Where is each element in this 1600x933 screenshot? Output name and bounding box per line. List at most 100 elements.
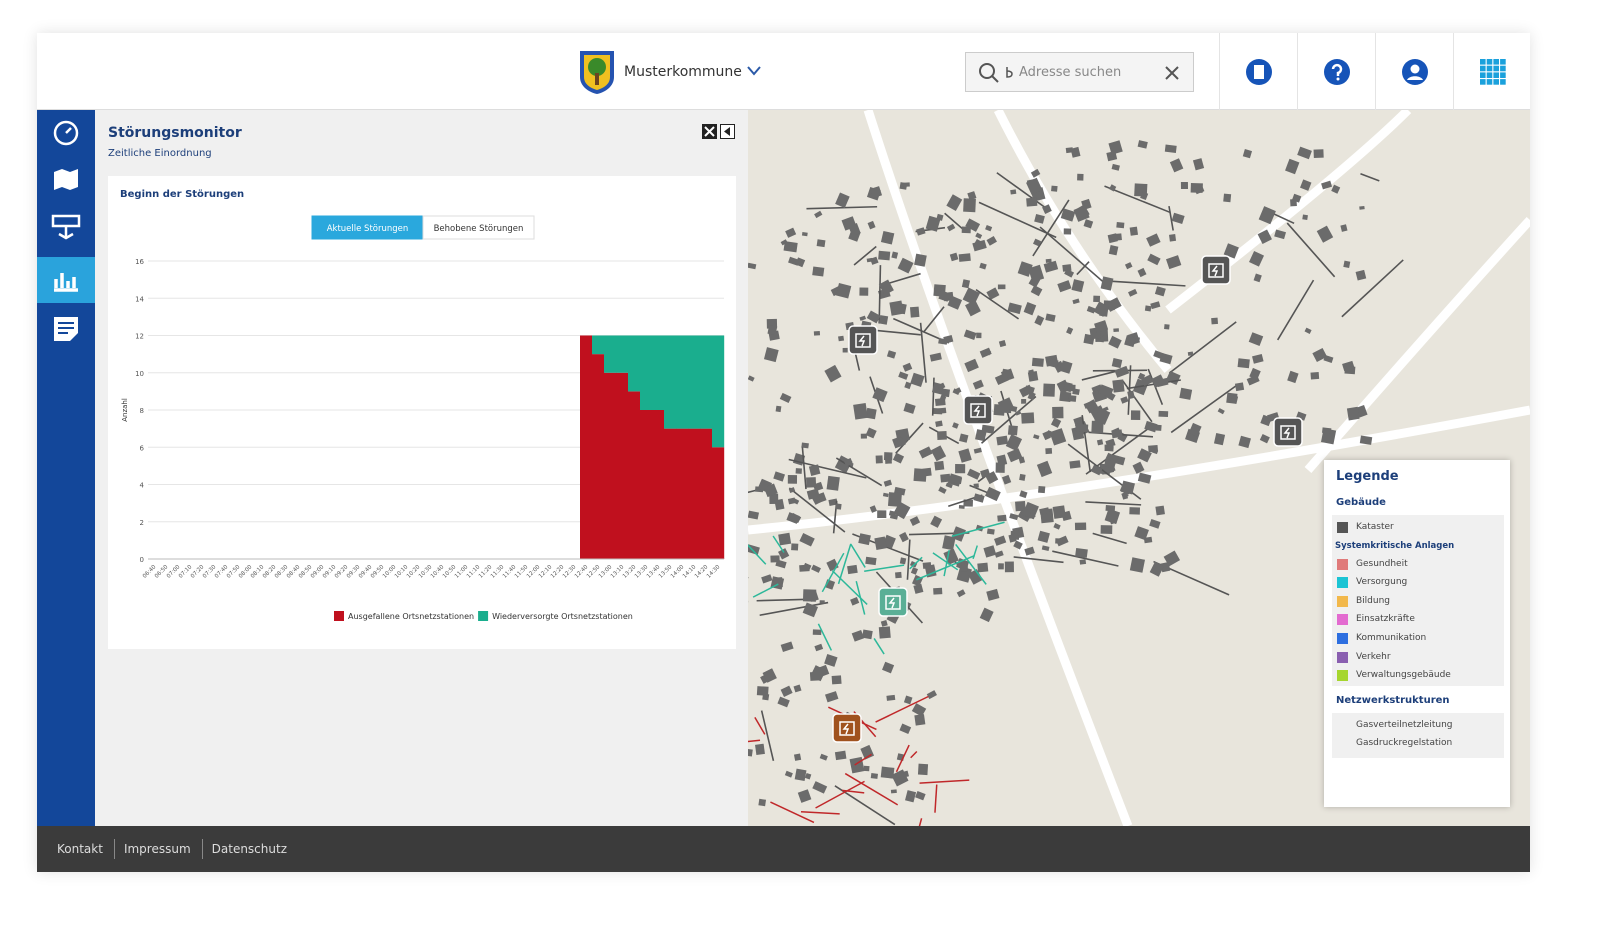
building bbox=[780, 685, 793, 697]
building bbox=[1234, 382, 1245, 392]
help-button[interactable] bbox=[1297, 33, 1375, 110]
building bbox=[835, 192, 850, 209]
building bbox=[773, 471, 786, 482]
document-button[interactable] bbox=[1219, 33, 1297, 110]
building bbox=[955, 464, 966, 474]
building bbox=[1071, 279, 1085, 293]
outage-line bbox=[748, 739, 761, 743]
building bbox=[1147, 253, 1161, 266]
building bbox=[762, 668, 777, 683]
building bbox=[1059, 391, 1072, 403]
building bbox=[904, 381, 912, 390]
building bbox=[994, 550, 1004, 558]
street bbox=[923, 306, 945, 333]
station-marker[interactable] bbox=[963, 395, 993, 425]
y-tick-label: 12 bbox=[135, 333, 144, 341]
building bbox=[1155, 505, 1165, 516]
building bbox=[880, 230, 895, 245]
building bbox=[1072, 298, 1080, 305]
building bbox=[1075, 423, 1089, 433]
station-marker[interactable] bbox=[832, 713, 862, 743]
building bbox=[1104, 508, 1121, 525]
footer-link[interactable]: Kontakt bbox=[57, 842, 103, 856]
legend-title[interactable]: Legende bbox=[1336, 469, 1399, 484]
building bbox=[1124, 262, 1133, 270]
street bbox=[1127, 365, 1132, 415]
dropdown-icon[interactable] bbox=[747, 66, 761, 76]
building bbox=[905, 790, 917, 803]
outage-line bbox=[875, 695, 929, 723]
building bbox=[825, 691, 839, 703]
building bbox=[1031, 357, 1044, 367]
building bbox=[965, 218, 981, 232]
building bbox=[812, 495, 821, 505]
user-button[interactable] bbox=[1375, 33, 1453, 110]
building bbox=[1359, 205, 1365, 210]
building bbox=[1052, 505, 1066, 519]
building bbox=[791, 543, 799, 551]
tab-label[interactable]: Aktuelle Störungen bbox=[327, 224, 409, 234]
building bbox=[975, 232, 983, 239]
legend-label: Wiederversorgte Ortsnetzstationen bbox=[492, 612, 633, 621]
dashboard-icon[interactable] bbox=[53, 120, 79, 146]
apps-button[interactable] bbox=[1453, 33, 1531, 110]
building bbox=[1049, 428, 1067, 446]
legend-swatch bbox=[1337, 522, 1348, 533]
station-marker[interactable] bbox=[1201, 255, 1231, 285]
station-marker[interactable] bbox=[1273, 417, 1303, 447]
building bbox=[938, 486, 947, 494]
building bbox=[945, 482, 953, 489]
y-tick-label: 0 bbox=[140, 556, 144, 564]
footer-link[interactable]: Datenschutz bbox=[211, 842, 287, 856]
building bbox=[865, 427, 877, 439]
gas-line bbox=[955, 544, 987, 585]
building bbox=[811, 564, 821, 573]
building bbox=[895, 571, 902, 579]
station-marker[interactable] bbox=[878, 587, 908, 617]
building bbox=[843, 458, 853, 467]
gas-line bbox=[752, 583, 779, 598]
building bbox=[1108, 140, 1123, 155]
building bbox=[1060, 208, 1076, 222]
x-tick-label: 14:30 bbox=[706, 564, 722, 580]
building bbox=[1223, 193, 1232, 203]
building bbox=[998, 340, 1007, 348]
bar bbox=[640, 410, 653, 559]
tab-label[interactable]: Behobene Störungen bbox=[434, 224, 524, 234]
building bbox=[1105, 505, 1116, 512]
tab[interactable] bbox=[422, 215, 535, 240]
search-box[interactable]: Adresse suchen bbox=[965, 52, 1194, 92]
building bbox=[1059, 360, 1073, 374]
municipality[interactable]: Musterkommune bbox=[624, 64, 742, 80]
building bbox=[880, 766, 895, 779]
grid-cell bbox=[1500, 65, 1506, 72]
building bbox=[1151, 448, 1159, 455]
active-tab[interactable] bbox=[37, 257, 95, 303]
bar bbox=[664, 335, 677, 429]
clear-icon[interactable] bbox=[1165, 66, 1179, 80]
building bbox=[755, 743, 765, 755]
building bbox=[1045, 447, 1053, 455]
building bbox=[1137, 472, 1152, 484]
building bbox=[942, 535, 956, 551]
building bbox=[869, 186, 883, 199]
map-icon[interactable] bbox=[54, 169, 78, 190]
bar bbox=[580, 335, 593, 559]
bar bbox=[712, 335, 725, 448]
building bbox=[1051, 185, 1058, 192]
tool-icon[interactable] bbox=[51, 214, 81, 240]
building bbox=[1052, 406, 1064, 419]
chart-icon[interactable] bbox=[54, 273, 78, 292]
station-marker[interactable] bbox=[848, 325, 878, 355]
footer-link[interactable]: Impressum bbox=[123, 842, 191, 856]
bar bbox=[592, 354, 605, 559]
building bbox=[1165, 255, 1182, 270]
gas-line bbox=[909, 556, 923, 570]
building bbox=[979, 262, 987, 270]
building bbox=[1049, 358, 1059, 368]
bar bbox=[604, 335, 617, 373]
panel-controls[interactable] bbox=[702, 124, 736, 140]
building bbox=[866, 257, 873, 263]
building bbox=[1190, 182, 1203, 193]
outage-line bbox=[844, 772, 899, 806]
